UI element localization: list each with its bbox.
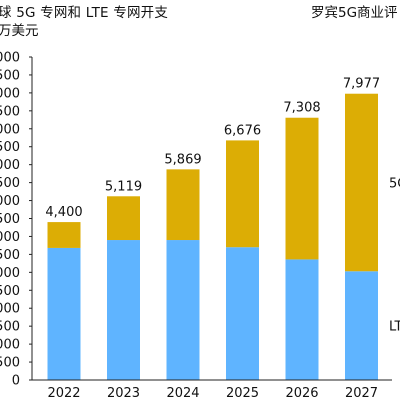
y-tick-label: 000	[0, 302, 20, 317]
y-tick-label: 000	[0, 51, 20, 66]
bar-segment-lte-2023	[107, 240, 140, 380]
total-label: 4,400	[45, 205, 82, 220]
y-tick-label: 000	[0, 158, 20, 173]
bar-segment-5g-2027	[345, 93, 378, 272]
y-tick-label: 000	[0, 338, 20, 353]
bar-segment-5g-2026	[285, 117, 319, 260]
chart-title-line1: 球 5G 专网和 LTE 专网开支	[0, 5, 169, 21]
y-tick-label: 500	[0, 320, 20, 335]
x-tick-label: 2025	[226, 386, 259, 400]
x-tick-label: 2023	[107, 386, 140, 400]
total-label: 7,977	[343, 77, 380, 92]
y-tick-label: 500	[0, 248, 20, 263]
bar-segment-lte-2025	[226, 247, 259, 380]
total-label: 7,308	[283, 101, 320, 116]
y-tick-label: 000	[0, 86, 20, 101]
y-tick-label: 500	[0, 212, 20, 227]
x-tick-label: 2022	[47, 386, 80, 400]
bars-layer	[47, 93, 378, 380]
y-tick-label: 500	[0, 176, 20, 191]
series-label-5g: 5G	[389, 176, 400, 191]
bar-segment-5g-2023	[107, 196, 140, 241]
series-label-lte: LT	[389, 320, 400, 335]
y-tick-label: 500	[0, 104, 20, 119]
x-tick-label: 2027	[345, 386, 378, 400]
y-tick-label: 000	[0, 266, 20, 281]
y-tick-label: 000	[0, 230, 20, 245]
bar-segment-5g-2024	[166, 169, 200, 241]
y-tick-label: 500	[0, 284, 20, 299]
y-tick-label: 000	[0, 194, 20, 209]
x-tick-label: 2026	[285, 386, 318, 400]
total-label: 5,119	[105, 179, 142, 194]
y-tick-label: 0	[12, 374, 20, 389]
axis-layer: 0 500 000 500 000 500 000 500 000 500 000 500 000 500…	[0, 51, 392, 389]
total-label: 5,869	[164, 152, 201, 167]
y-tick-label: 000	[0, 122, 20, 137]
total-label: 6,676	[224, 123, 261, 138]
y-tick-label: 500	[0, 356, 20, 371]
source-note: 罗宾5G商业评	[311, 5, 398, 21]
bar-segment-lte-2027	[345, 271, 378, 380]
y-tick-label: 500	[0, 68, 20, 83]
bar-segment-lte-2026	[285, 259, 319, 380]
x-tick-label: 2024	[166, 386, 199, 400]
chart-unit-label: 万美元	[0, 23, 39, 39]
bar-segment-5g-2025	[226, 140, 259, 248]
y-tick-label: 500	[0, 140, 20, 155]
bar-segment-lte-2024	[166, 240, 200, 380]
bar-segment-lte-2022	[47, 247, 81, 380]
labels-layer: 4,400 2022 5,119 2023 5,869 2024 6,676 2025 7,30…	[45, 77, 400, 400]
bar-segment-5g-2022	[47, 222, 81, 248]
